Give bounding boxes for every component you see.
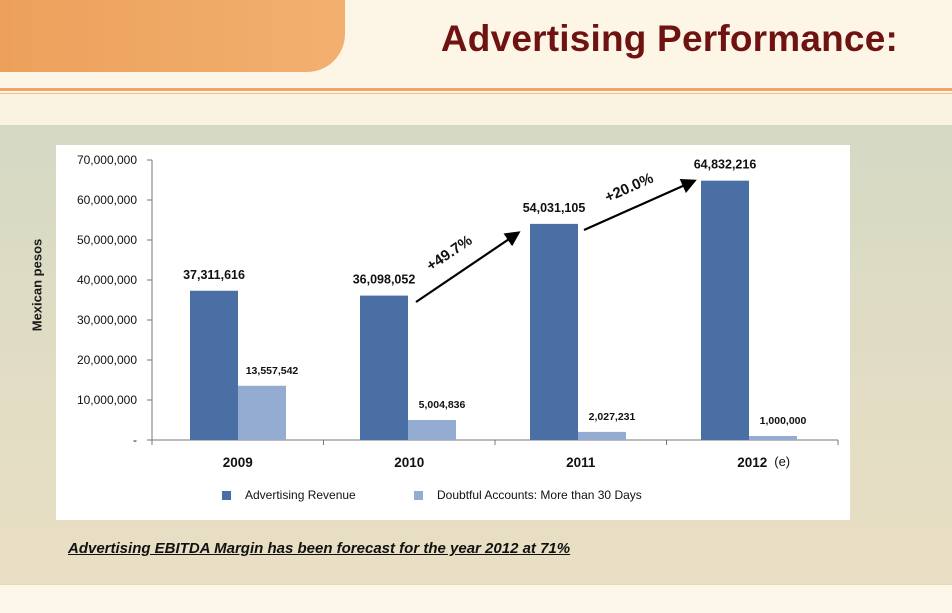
- bar-doubtful-accounts: [408, 419, 456, 440]
- legend-label-doubtful: Doubtful Accounts: More than 30 Days: [437, 488, 642, 502]
- data-label: 13,557,542: [246, 365, 299, 377]
- growth-arrow: [415, 231, 521, 303]
- x-category-label: 2009: [223, 455, 253, 470]
- data-label: 1,000,000: [760, 415, 807, 427]
- legend-label-revenue: Advertising Revenue: [245, 488, 356, 502]
- y-tick-label: 60,000,000: [77, 193, 137, 207]
- legend-swatch-revenue: [222, 490, 231, 500]
- y-tick-label: 10,000,000: [77, 393, 137, 407]
- header-rule: [0, 88, 952, 91]
- x-category-label: 2010: [394, 455, 424, 470]
- x-category-label: 2011: [566, 455, 596, 470]
- data-label: 64,832,216: [694, 158, 757, 172]
- bar-doubtful-accounts: [578, 431, 626, 440]
- bottom-rule: [0, 584, 952, 585]
- page-title: Advertising Performance:: [440, 18, 898, 59]
- data-label: 54,031,105: [523, 201, 586, 215]
- y-tick-label: 40,000,000: [77, 273, 137, 287]
- data-label: 37,311,616: [183, 268, 245, 282]
- x-category-label: 2012: [737, 455, 767, 470]
- orange-header-tab: [0, 0, 345, 72]
- y-tick-label: 30,000,000: [77, 313, 137, 327]
- bar-doubtful-accounts: [238, 385, 286, 440]
- legend-item-revenue: Advertising Revenue: [222, 488, 356, 502]
- bar-doubtful-accounts: [749, 436, 797, 440]
- legend-swatch-doubtful: [414, 490, 423, 500]
- data-label: 36,098,052: [353, 273, 416, 287]
- data-label: 5,004,836: [419, 399, 466, 411]
- y-tick-label: 20,000,000: [77, 353, 137, 367]
- y-tick-label: 50,000,000: [77, 233, 137, 247]
- footnote: Advertising EBITDA Margin has been forec…: [68, 540, 571, 557]
- data-label: 2,027,231: [589, 411, 636, 423]
- bar-advertising-revenue: [701, 180, 749, 440]
- header-rule-thin: [0, 93, 952, 94]
- y-tick-label: 70,000,000: [77, 153, 137, 167]
- growth-arrow: [583, 178, 697, 232]
- bar-advertising-revenue: [360, 295, 408, 440]
- legend-item-doubtful: Doubtful Accounts: More than 30 Days: [414, 488, 642, 502]
- bar-advertising-revenue: [530, 223, 578, 440]
- y-tick-label: -: [133, 433, 137, 447]
- bottom-strip: [0, 585, 952, 613]
- estimate-note: (e): [774, 454, 790, 469]
- bar-advertising-revenue: [190, 290, 238, 440]
